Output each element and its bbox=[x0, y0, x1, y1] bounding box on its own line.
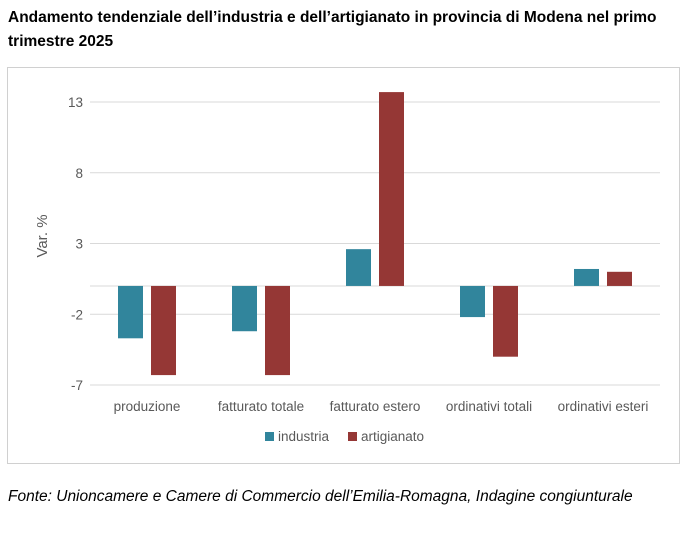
chart-title: Andamento tendenziale dell’industria e d… bbox=[8, 9, 657, 50]
bar-artigianato-4 bbox=[607, 271, 632, 286]
bar-industria-4 bbox=[574, 268, 599, 286]
x-tick-label: ordinativi totali bbox=[446, 399, 532, 414]
bar-artigianato-3 bbox=[493, 285, 518, 357]
y-tick-label: 3 bbox=[75, 237, 83, 252]
y-axis-label: Var. % bbox=[34, 214, 51, 257]
y-tick-label: -7 bbox=[71, 378, 83, 393]
chart-frame bbox=[7, 67, 680, 464]
bar-industria-3 bbox=[460, 285, 485, 318]
legend-swatch-industria bbox=[265, 432, 274, 441]
bar-industria-0 bbox=[118, 285, 143, 339]
bar-artigianato-0 bbox=[151, 285, 176, 376]
bar-industria-2 bbox=[346, 249, 371, 286]
x-tick-label: fatturato estero bbox=[330, 399, 421, 414]
bar-artigianato-2 bbox=[379, 92, 404, 286]
y-tick-label: 8 bbox=[75, 166, 83, 181]
x-tick-label: fatturato totale bbox=[218, 399, 304, 414]
legend-label-industria: industria bbox=[278, 429, 330, 444]
bar-artigianato-1 bbox=[265, 285, 290, 376]
legend-swatch-artigianato bbox=[348, 432, 357, 441]
x-tick-label: ordinativi esteri bbox=[558, 399, 649, 414]
bar-chart: 13 8 3 -2 -7 Var. % produzione fatturato totale… bbox=[34, 92, 660, 444]
x-tick-label: produzione bbox=[114, 399, 181, 414]
y-tick-label: 13 bbox=[68, 95, 83, 110]
y-tick-label: -2 bbox=[71, 307, 83, 322]
bar-industria-1 bbox=[232, 285, 257, 332]
source-note: Fonte: Unioncamere e Camere di Commercio… bbox=[8, 488, 633, 505]
legend-label-artigianato: artigianato bbox=[361, 429, 424, 444]
